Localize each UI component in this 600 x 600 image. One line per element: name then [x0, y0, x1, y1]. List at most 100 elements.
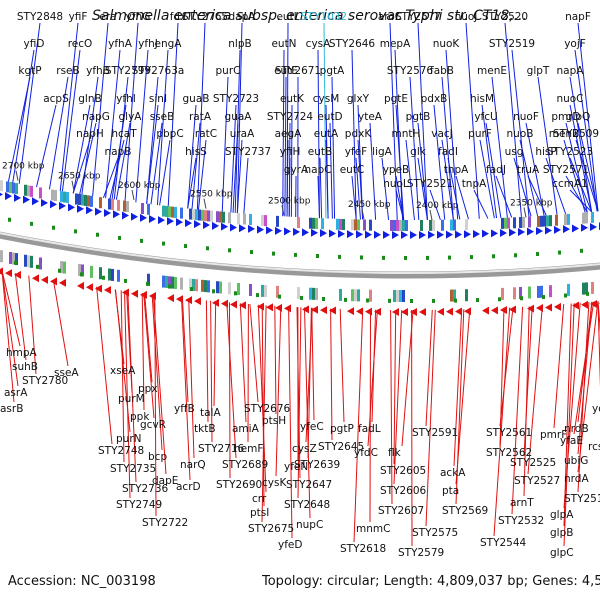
reverse-gene-label[interactable]: STY2749 — [116, 499, 162, 511]
forward-gene-label[interactable]: STY2523 — [547, 146, 593, 158]
reverse-gene-label[interactable]: yfdC — [354, 447, 378, 459]
reverse-gene-label[interactable]: cysK — [262, 477, 287, 489]
forward-gene-label[interactable]: glk — [410, 146, 427, 158]
reverse-gene-label[interactable]: yfaE — [560, 435, 583, 447]
forward-gene-label[interactable]: napH — [76, 128, 104, 140]
reverse-gene-label[interactable]: STY2645 — [318, 441, 364, 453]
forward-gene-label[interactable]: tnpA — [462, 178, 487, 190]
forward-gene-label[interactable]: aroC — [378, 11, 402, 23]
forward-gene-label[interactable]: STY2763a — [132, 65, 185, 77]
reverse-gene-label[interactable]: STY2607 — [378, 505, 424, 517]
forward-gene-label[interactable]: nuoC — [556, 93, 583, 105]
forward-gene-label[interactable]: nuoJ — [455, 11, 478, 23]
reverse-gene-label[interactable]: ptsI — [250, 507, 269, 519]
reverse-gene-label[interactable]: STY2648 — [284, 499, 330, 511]
reverse-gene-label[interactable]: ptsH — [262, 415, 286, 427]
forward-gene-label[interactable]: ligA — [372, 146, 392, 158]
forward-gene-label[interactable]: usg — [505, 146, 524, 158]
reverse-gene-label[interactable]: yffB — [174, 403, 195, 415]
forward-gene-label[interactable]: yteA — [358, 111, 383, 123]
forward-gene-label[interactable]: acpS — [43, 93, 69, 105]
forward-gene-label[interactable]: eutK — [280, 93, 305, 105]
reverse-gene-label[interactable]: yfeC — [300, 421, 324, 433]
forward-gene-label[interactable]: kgtP — [18, 65, 41, 77]
reverse-gene-label[interactable]: STY2716 — [198, 443, 245, 455]
reverse-gene-label[interactable]: STY2510 — [564, 493, 600, 505]
forward-gene-label[interactable]: STY2848 — [17, 11, 63, 23]
forward-gene-label[interactable]: rseB — [56, 65, 79, 77]
forward-gene-label[interactable]: napC — [304, 164, 331, 176]
forward-gene-label[interactable]: pdxK — [345, 128, 373, 140]
forward-gene-label[interactable]: napG — [82, 111, 110, 123]
forward-gene-label[interactable]: vacJ — [431, 128, 453, 140]
reverse-gene-label[interactable]: STY2579 — [398, 547, 444, 559]
forward-gene-label[interactable]: STY2571 — [543, 164, 589, 176]
reverse-gene-label[interactable]: glpB — [550, 527, 573, 539]
forward-gene-label[interactable]: menB — [549, 128, 580, 140]
forward-gene-label[interactable]: tnpA — [444, 164, 469, 176]
forward-gene-label[interactable]: napA — [557, 65, 585, 77]
forward-gene-label[interactable]: pbpC — [156, 128, 183, 140]
forward-gene-label[interactable]: guaA — [225, 111, 253, 123]
reverse-gene-label[interactable]: STY2561 — [486, 427, 532, 439]
reverse-gene-label[interactable]: narQ — [180, 459, 206, 471]
reverse-gene-label[interactable]: yfeN — [284, 461, 308, 473]
reverse-gene-label[interactable]: flk — [388, 447, 402, 459]
reverse-gene-label[interactable]: asrA — [4, 387, 28, 399]
reverse-gene-label[interactable]: pgtP — [330, 423, 354, 435]
forward-gene-label[interactable]: STY2519 — [489, 38, 535, 50]
forward-gene-label[interactable]: hisS — [185, 146, 207, 158]
forward-gene-label[interactable]: STY2646 — [329, 38, 376, 50]
reverse-gene-label[interactable]: mnmC — [356, 523, 390, 535]
reverse-gene-label[interactable]: STY2735 — [110, 463, 156, 475]
reverse-gene-label[interactable]: STY2618 — [340, 543, 386, 555]
reverse-gene-label[interactable]: purN — [116, 433, 142, 445]
forward-gene-label[interactable]: ccmA1 — [552, 178, 588, 190]
forward-gene-label[interactable]: gyrA — [284, 164, 309, 176]
reverse-gene-label[interactable]: STY2676 — [244, 403, 291, 415]
forward-gene-label[interactable]: ypeB — [383, 164, 410, 176]
forward-gene-label[interactable]: STY2577 — [395, 11, 441, 23]
forward-gene-label[interactable]: menE — [477, 65, 507, 77]
forward-gene-label[interactable]: guaB — [183, 93, 210, 105]
forward-gene-label[interactable]: aegA — [275, 128, 303, 140]
reverse-gene-label[interactable]: hmpA — [6, 347, 38, 359]
forward-gene-label[interactable]: pmrD — [551, 111, 580, 123]
forward-gene-label[interactable]: yfhA — [108, 38, 133, 50]
reverse-gene-label[interactable]: nrdB — [564, 423, 589, 435]
reverse-gene-label[interactable]: STY2689 — [222, 459, 268, 471]
forward-gene-label[interactable]: fadI — [438, 146, 458, 158]
reverse-gene-label[interactable]: STY2569 — [442, 505, 488, 517]
forward-gene-label[interactable]: STY2765 — [182, 11, 228, 23]
forward-gene-label[interactable]: nlpB — [228, 38, 251, 50]
forward-gene-label[interactable]: cysM — [313, 93, 340, 105]
reverse-gene-label[interactable]: STY2605 — [380, 465, 426, 477]
reverse-gene-label[interactable]: dapE — [152, 475, 178, 487]
forward-gene-label[interactable]: hisP — [535, 146, 556, 158]
reverse-gene-label[interactable]: ackA — [440, 467, 466, 479]
reverse-gene-label[interactable]: asrB — [0, 403, 23, 415]
forward-gene-label[interactable]: STY2520 — [482, 11, 528, 23]
forward-gene-label[interactable]: eutD — [317, 111, 342, 123]
reverse-gene-label[interactable]: STY2722 — [142, 517, 188, 529]
reverse-gene-label[interactable]: pmrF — [540, 429, 567, 441]
forward-gene-label[interactable]: hcaT — [111, 128, 137, 140]
forward-gene-label[interactable]: STY2799 — [105, 65, 151, 77]
forward-gene-label[interactable]: nuoL — [383, 178, 409, 190]
reverse-gene-label[interactable]: STY2780 — [22, 375, 68, 387]
forward-gene-label[interactable]: yfhB — [86, 65, 110, 77]
forward-gene-label[interactable]: purF — [468, 128, 492, 140]
reverse-gene-label[interactable]: bcp — [148, 451, 167, 463]
forward-gene-label[interactable]: STY1032 — [301, 11, 347, 23]
forward-gene-label[interactable]: yfiD — [24, 38, 45, 50]
forward-gene-label[interactable]: eutA — [314, 128, 339, 140]
reverse-gene-label[interactable]: glpC — [550, 547, 574, 559]
reverse-gene-label[interactable]: pta — [442, 485, 459, 497]
forward-gene-label[interactable]: mntH — [392, 128, 421, 140]
reverse-gene-label[interactable]: STY2736 — [122, 483, 169, 495]
forward-gene-label[interactable]: STY2576 — [387, 65, 434, 77]
reverse-gene-label[interactable]: STY2544 — [480, 537, 527, 549]
reverse-gene-label[interactable]: yojN — [592, 403, 600, 415]
reverse-gene-label[interactable]: STY2690 — [216, 479, 262, 491]
reverse-gene-label[interactable]: STY2532 — [498, 515, 544, 527]
